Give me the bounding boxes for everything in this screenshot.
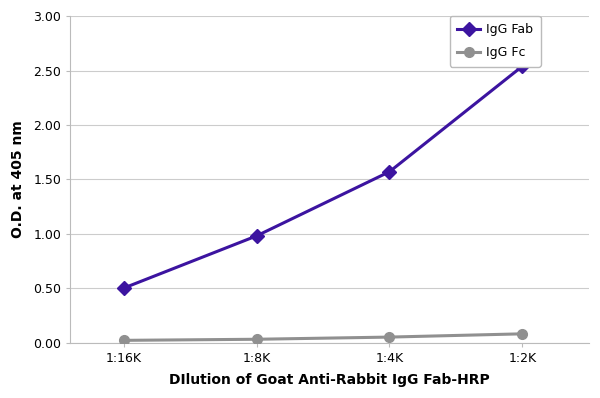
- IgG Fc: [120, 338, 127, 343]
- IgG Fc: [519, 332, 526, 336]
- IgG Fab: [253, 234, 260, 238]
- Legend: IgG Fab, IgG Fc: IgG Fab, IgG Fc: [450, 16, 541, 67]
- IgG Fc: [386, 335, 393, 339]
- Line: IgG Fc: IgG Fc: [119, 329, 527, 345]
- IgG Fab: [519, 64, 526, 68]
- X-axis label: DIlution of Goat Anti-Rabbit IgG Fab-HRP: DIlution of Goat Anti-Rabbit IgG Fab-HRP: [169, 373, 490, 387]
- IgG Fab: [120, 286, 127, 291]
- IgG Fc: [253, 337, 260, 341]
- Line: IgG Fab: IgG Fab: [119, 61, 527, 293]
- IgG Fab: [386, 169, 393, 174]
- Y-axis label: O.D. at 405 nm: O.D. at 405 nm: [11, 121, 25, 238]
